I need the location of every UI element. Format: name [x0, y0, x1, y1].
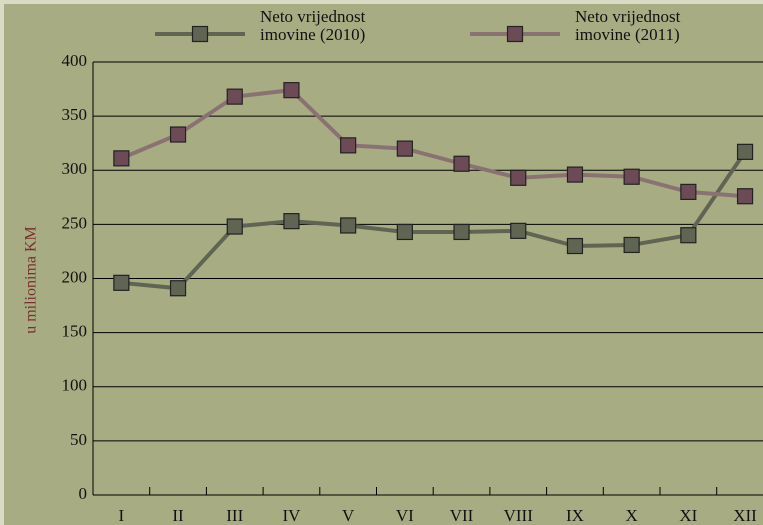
y-tick-label: 0	[79, 484, 88, 503]
marker	[623, 236, 640, 254]
x-tick-label: II	[172, 506, 184, 525]
y-tick-label: 400	[62, 51, 88, 70]
marker	[396, 223, 413, 241]
marker	[623, 168, 640, 185]
y-tick-label: 200	[62, 267, 88, 286]
marker	[226, 218, 243, 235]
legend-label: Neto vrijednost imovine (2010)	[260, 7, 366, 44]
marker	[510, 222, 527, 239]
y-tick-label: 350	[62, 105, 88, 124]
marker	[736, 188, 754, 205]
legend-label: Neto vrijednost imovine (2011)	[575, 7, 681, 44]
marker	[566, 237, 584, 255]
marker	[340, 217, 357, 234]
y-axis-label: u milionima KM	[23, 226, 40, 334]
y-tick-label: 250	[62, 213, 88, 232]
y-tick-label: 100	[62, 376, 88, 395]
marker	[340, 137, 357, 154]
x-tick-label: X	[626, 506, 638, 525]
marker	[169, 280, 187, 297]
marker	[396, 140, 413, 157]
marker	[566, 166, 584, 183]
x-tick-label: VI	[396, 506, 414, 525]
legend-marker	[506, 25, 524, 43]
marker	[453, 155, 470, 172]
marker	[736, 143, 754, 160]
y-tick-label: 150	[62, 322, 88, 341]
x-tick-label: III	[226, 506, 243, 525]
x-tick-label: XI	[679, 506, 697, 525]
marker	[283, 82, 300, 99]
series-line	[120, 88, 746, 199]
x-tick-label: XII	[733, 506, 757, 525]
marker	[510, 169, 527, 186]
y-tick-label: 50	[70, 430, 87, 449]
marker	[169, 126, 187, 143]
x-tick-label: IX	[566, 506, 584, 525]
marker	[680, 183, 697, 200]
legend-marker	[191, 25, 209, 43]
marker	[113, 274, 130, 291]
x-tick-label: I	[119, 506, 125, 525]
x-tick-label: VIII	[504, 506, 534, 525]
marker	[226, 88, 243, 105]
series-line	[121, 150, 747, 291]
marker	[113, 150, 130, 167]
marker	[283, 213, 300, 230]
marker	[453, 223, 470, 241]
x-tick-label: V	[342, 506, 355, 525]
chart-background	[4, 4, 763, 525]
x-tick-label: VII	[450, 506, 474, 525]
y-tick-label: 300	[62, 159, 88, 178]
marker	[680, 227, 697, 244]
x-tick-label: IV	[282, 506, 301, 525]
